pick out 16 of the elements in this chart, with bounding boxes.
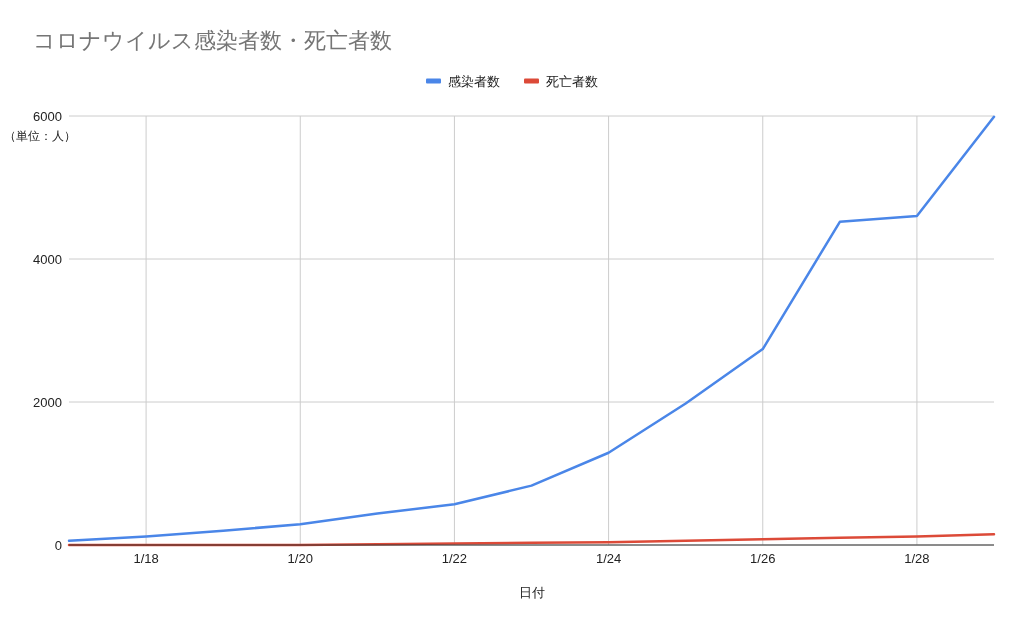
line-series bbox=[67, 115, 996, 542]
legend-label: 死亡者数 bbox=[546, 73, 598, 89]
y-tick-label: 6000 bbox=[33, 108, 62, 124]
x-tick-label: 1/22 bbox=[441, 551, 468, 566]
annotation: （単位：人） bbox=[4, 129, 76, 144]
y-tick-label: 2000 bbox=[33, 394, 62, 410]
x-tick-label: 1/20 bbox=[287, 551, 313, 566]
y-tick-label: 0 bbox=[54, 537, 62, 553]
chart-title: コロナウイルス感染者数・死亡者数 bbox=[33, 28, 392, 53]
x-tick-label: 1/26 bbox=[750, 551, 776, 566]
y-tick-label: 4000 bbox=[33, 251, 62, 267]
x-tick-label: 1/24 bbox=[595, 551, 622, 566]
x-tick-label: 1/18 bbox=[133, 551, 159, 566]
legend-label: 感染者数 bbox=[448, 73, 500, 89]
x-axis-title: 日付 bbox=[518, 585, 545, 600]
x-tick-label: 1/28 bbox=[904, 551, 930, 566]
